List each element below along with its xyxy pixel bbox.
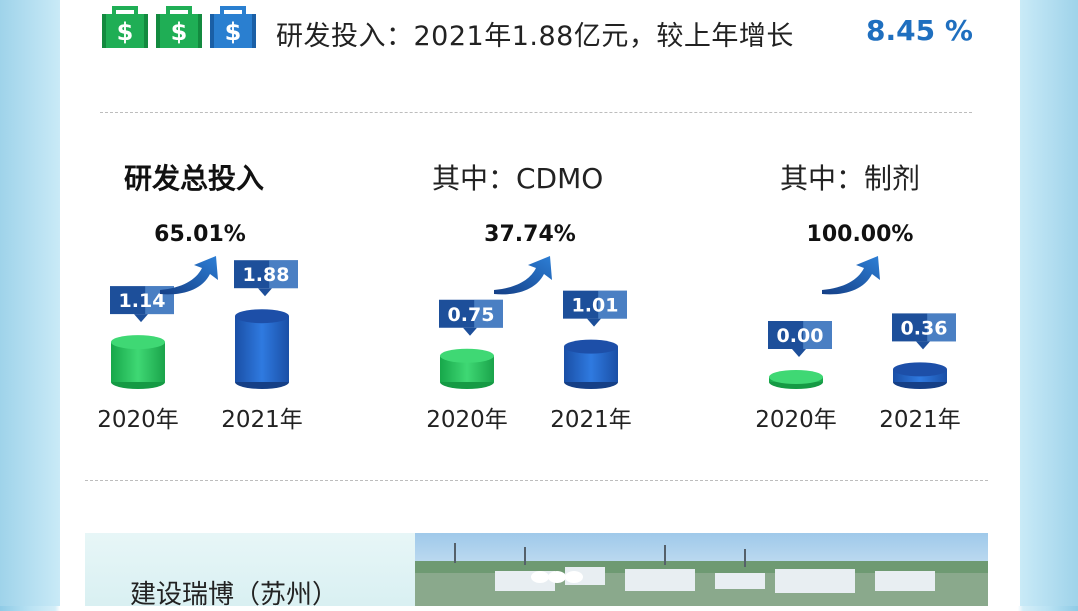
money-bag-icons: $ $ $ bbox=[102, 6, 256, 48]
chart-group-2: 0.00 2020年 0.36 2021年 100.00% bbox=[755, 222, 961, 433]
value-label: 0.36 bbox=[901, 317, 948, 339]
growth-label: 100.00% bbox=[807, 222, 914, 247]
content-panel bbox=[60, 0, 1020, 606]
value-label-pointer bbox=[258, 288, 272, 297]
cylinder-top bbox=[564, 339, 618, 354]
cylinder-top bbox=[769, 370, 823, 384]
money-bag-icon: $ bbox=[210, 6, 256, 48]
left-border bbox=[0, 0, 60, 606]
chart-title-formulation: 其中：制剂 bbox=[780, 162, 921, 195]
bottom-divider bbox=[85, 480, 988, 481]
money-bag-icon: $ bbox=[156, 6, 202, 48]
factory-photo bbox=[415, 533, 988, 606]
svg-text:$: $ bbox=[171, 18, 188, 46]
value-label-pointer bbox=[916, 341, 930, 350]
category-label: 2020年 bbox=[426, 407, 508, 433]
value-label-shine bbox=[927, 313, 956, 342]
cylinder-top bbox=[235, 309, 289, 324]
cylinder-top bbox=[440, 348, 494, 363]
value-label-pointer bbox=[463, 327, 477, 336]
chart-group-0: 1.14 2020年 1.88 2021年 65.01% bbox=[97, 222, 303, 433]
value-label: 1.01 bbox=[572, 295, 619, 317]
value-label: 0.75 bbox=[448, 304, 495, 326]
category-label: 2020年 bbox=[97, 407, 179, 433]
growth-arrow-icon bbox=[160, 256, 218, 295]
chart-title-cdmo: 其中：CDMO bbox=[432, 162, 604, 195]
value-label: 1.88 bbox=[243, 264, 290, 286]
category-label: 2020年 bbox=[755, 407, 837, 433]
value-label: 0.00 bbox=[777, 325, 824, 347]
category-label: 2021年 bbox=[221, 407, 303, 433]
chart-title-total: 研发总投入 bbox=[124, 162, 265, 195]
value-label-pointer bbox=[587, 318, 601, 327]
value-label-shine bbox=[269, 260, 298, 289]
svg-text:$: $ bbox=[225, 18, 242, 46]
chart-group-1: 0.75 2020年 1.01 2021年 37.74% bbox=[426, 222, 632, 433]
growth-arrow-icon bbox=[494, 256, 552, 295]
value-label-shine bbox=[474, 299, 503, 328]
value-label-shine bbox=[598, 290, 627, 319]
footer-label-box bbox=[85, 533, 415, 606]
category-label: 2021年 bbox=[550, 407, 632, 433]
money-bag-icon: $ bbox=[102, 6, 148, 48]
value-label-shine bbox=[803, 321, 832, 349]
cylinder-top bbox=[111, 335, 165, 350]
footer-label: 建设瑞博（苏州） bbox=[130, 580, 339, 610]
top-divider bbox=[100, 112, 972, 113]
growth-label: 65.01% bbox=[154, 222, 246, 247]
cylinder-top bbox=[893, 362, 947, 377]
value-label-pointer bbox=[792, 349, 806, 357]
svg-text:$: $ bbox=[117, 18, 134, 46]
headline-growth: 8.45 % bbox=[866, 14, 973, 47]
growth-arrow-icon bbox=[822, 256, 880, 295]
growth-label: 37.74% bbox=[484, 222, 576, 247]
right-border bbox=[1020, 0, 1078, 606]
value-label-pointer bbox=[134, 314, 148, 323]
headline-text: 研发投入：2021年1.88亿元，较上年增长 bbox=[276, 21, 794, 52]
category-label: 2021年 bbox=[879, 407, 961, 433]
bar-2021年 bbox=[235, 316, 289, 382]
value-label: 1.14 bbox=[119, 290, 166, 312]
